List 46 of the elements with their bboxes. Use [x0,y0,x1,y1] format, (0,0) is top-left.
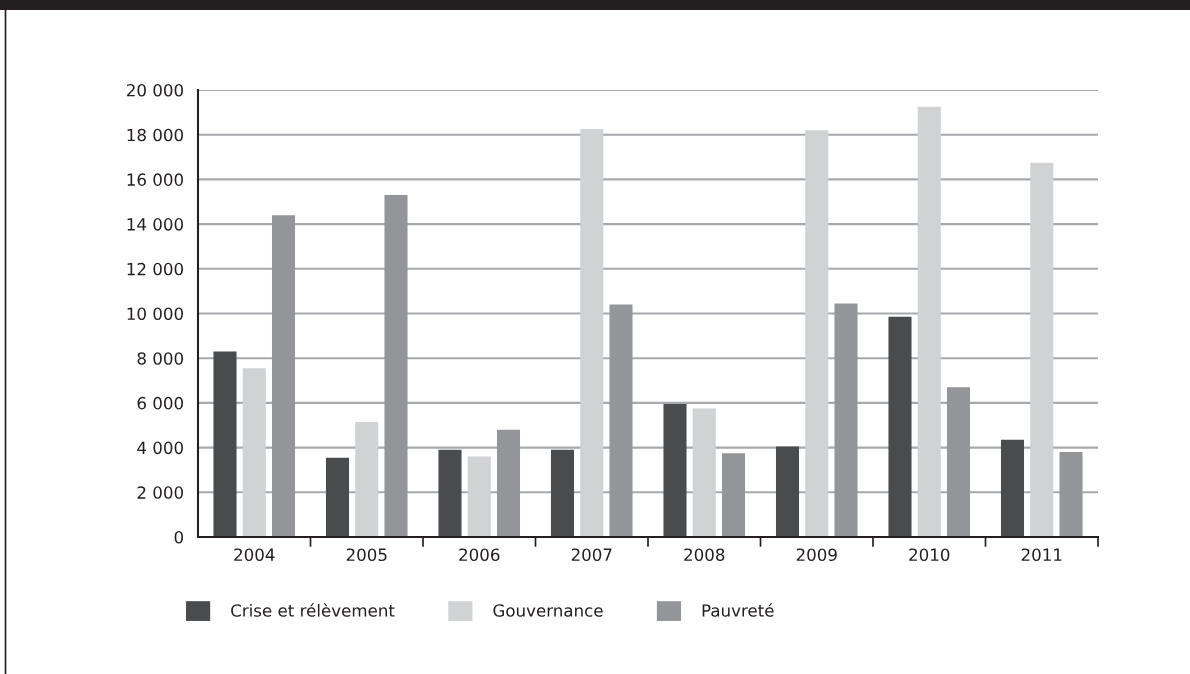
y-tick-label: 16 000 [127,173,183,186]
bar [467,456,491,537]
bar [580,129,604,537]
legend-label: Pauvreté [702,603,774,617]
bar [271,215,296,537]
bar [805,130,829,537]
bar [1030,162,1054,537]
x-tick-label: 2011 [1021,548,1062,562]
y-tick-label: 14 000 [127,218,183,231]
bar [438,449,462,537]
legend-label: Gouvernance [493,604,603,617]
bar [496,429,521,537]
bar [917,106,941,537]
x-tick-label: 2009 [796,548,837,562]
bar [1059,452,1083,537]
bar [384,195,408,537]
y-tick-label: 20 000 [127,83,183,97]
x-tick-label: 2006 [459,548,500,562]
legend-label: Crise et rélèvement [231,603,395,617]
bar [213,351,237,537]
bar [888,316,912,537]
bar [355,421,379,537]
bar [550,449,575,537]
bar [325,457,350,537]
bar [946,387,971,537]
bar [609,304,633,537]
y-tick-label: 4 000 [137,441,183,455]
y-tick-label: 10 000 [127,307,183,321]
bar [242,368,266,537]
bar [663,404,687,537]
x-tick-label: 2008 [684,548,725,562]
x-tick-label: 2004 [234,548,275,562]
bar [692,408,716,537]
x-tick-label: 2007 [571,548,612,562]
y-tick-label: 12 000 [127,262,183,276]
y-tick-label: 0 [174,530,183,544]
y-tick-label: 8 000 [137,352,183,365]
x-tick-label: 2010 [909,548,950,562]
y-tick-label: 2 000 [137,486,183,499]
bar [834,303,858,537]
bar [1000,439,1025,537]
bar [721,453,746,537]
bar [775,446,800,537]
x-tick-label: 2005 [346,548,387,562]
y-tick-label: 6 000 [137,396,183,410]
y-tick-label: 18 000 [127,128,183,142]
